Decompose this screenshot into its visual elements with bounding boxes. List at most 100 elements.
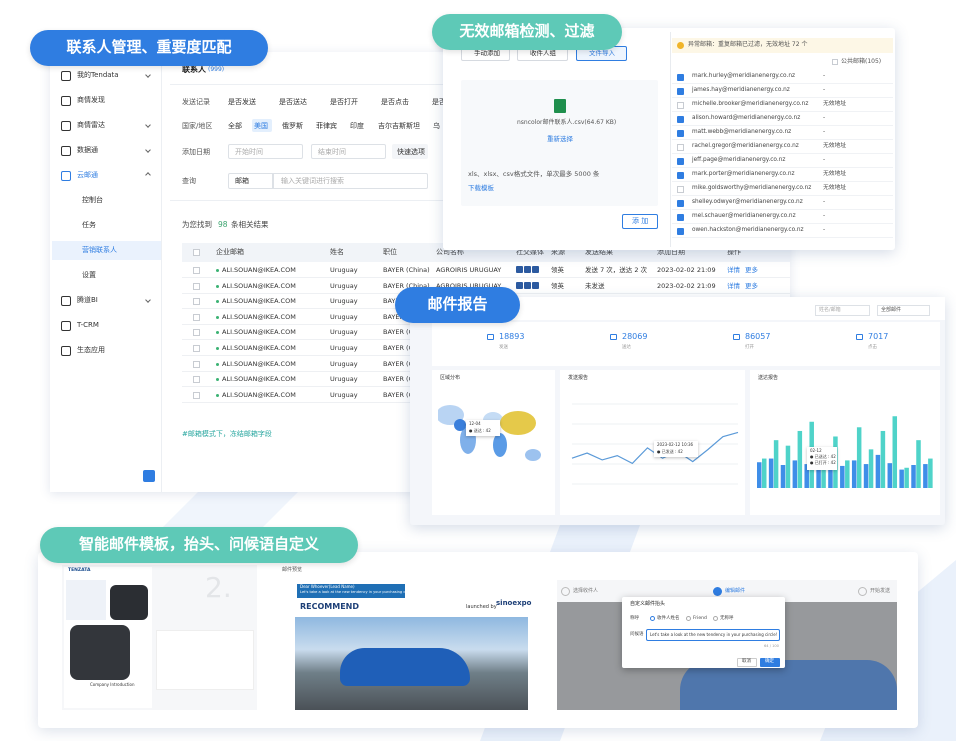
- list-status: 无效地址: [823, 143, 847, 149]
- row-action[interactable]: 更多: [745, 266, 758, 274]
- list-checkbox[interactable]: [677, 116, 684, 123]
- row-action[interactable]: 详情: [727, 266, 740, 274]
- menu-item[interactable]: 控制台: [82, 196, 103, 204]
- bar: [797, 430, 803, 488]
- ok-label[interactable]: 确定: [765, 659, 774, 664]
- row-checkbox[interactable]: [193, 329, 200, 337]
- social-icon[interactable]: [516, 281, 523, 289]
- menu-item[interactable]: 生态应用: [77, 346, 105, 354]
- row-checkbox[interactable]: [193, 360, 200, 368]
- filter-option[interactable]: 开始时间: [235, 148, 263, 156]
- radio[interactable]: [713, 616, 718, 621]
- list-checkbox[interactable]: [677, 228, 684, 235]
- import-tab-label[interactable]: 手动添加: [474, 49, 500, 57]
- list-checkbox[interactable]: [677, 158, 684, 165]
- search-input[interactable]: [273, 173, 428, 189]
- salutation-option[interactable]: 无称呼: [720, 616, 734, 621]
- row-checkbox[interactable]: [193, 298, 200, 306]
- filter-option[interactable]: 俄罗斯: [282, 122, 303, 130]
- line-tip-value: ● 已发送 : 42: [657, 449, 683, 454]
- result-text: 为您找到: [182, 220, 212, 229]
- row-checkbox[interactable]: [193, 282, 200, 290]
- menu-item[interactable]: 商情雷达: [77, 121, 105, 129]
- map-tip-value: ● 送达 : 42: [469, 428, 491, 433]
- filter-option[interactable]: 乌: [433, 122, 440, 130]
- cell-name: Uruguay: [330, 344, 358, 352]
- filter-option[interactable]: 全部: [228, 122, 242, 130]
- row-action[interactable]: 详情: [727, 281, 740, 290]
- filter-option[interactable]: 印度: [350, 122, 364, 130]
- filter-option[interactable]: 结束时间: [318, 148, 346, 156]
- list-checkbox[interactable]: [677, 186, 684, 193]
- menu-item[interactable]: 营销联系人: [82, 246, 117, 254]
- filter-option[interactable]: 邮箱: [235, 177, 249, 185]
- social-icon[interactable]: [524, 281, 531, 289]
- header-checkbox: [193, 249, 200, 256]
- radio[interactable]: [686, 616, 691, 621]
- excel-icon: [554, 99, 566, 113]
- social-icon[interactable]: [516, 266, 523, 273]
- list-checkbox[interactable]: [677, 74, 684, 81]
- row-checkbox[interactable]: [193, 345, 200, 352]
- public-checkbox[interactable]: [832, 59, 838, 65]
- menu-item[interactable]: 腾道BI: [77, 296, 98, 304]
- filter-box[interactable]: [877, 305, 930, 316]
- import-tab-label[interactable]: 收件人组: [530, 49, 556, 57]
- menu-item[interactable]: 设置: [82, 271, 96, 279]
- cell-source: 领英: [551, 281, 564, 290]
- row-action[interactable]: 更多: [745, 281, 758, 290]
- filter-option[interactable]: 菲律宾: [316, 122, 337, 130]
- filter-option[interactable]: 美国: [254, 122, 268, 130]
- menu-item[interactable]: 任务: [82, 221, 96, 229]
- filter-option[interactable]: 输入关键词进行搜索: [281, 177, 344, 185]
- row-checkbox[interactable]: [193, 376, 200, 384]
- social-icon[interactable]: [532, 281, 539, 289]
- list-checkbox[interactable]: [677, 102, 684, 109]
- filter-option[interactable]: 是否打开: [330, 98, 358, 106]
- radio[interactable]: [650, 616, 655, 621]
- row-checkbox[interactable]: [193, 391, 200, 399]
- reselect-link[interactable]: 重新选择: [547, 135, 573, 143]
- card-title: 区域分布: [440, 375, 461, 381]
- select-box[interactable]: [228, 173, 273, 189]
- list-checkbox[interactable]: [677, 88, 684, 95]
- list-checkbox[interactable]: [677, 172, 684, 179]
- list-checkbox[interactable]: [677, 200, 684, 207]
- add-button-label[interactable]: 添 加: [632, 217, 649, 225]
- add-button[interactable]: [622, 214, 658, 229]
- collapse-button[interactable]: [143, 470, 155, 482]
- greeting-input[interactable]: [646, 629, 780, 641]
- list-checkbox[interactable]: [677, 144, 684, 151]
- filter-option[interactable]: 是否送达: [279, 98, 307, 106]
- feature-badge-label: 邮件报告: [427, 295, 488, 313]
- menu-item[interactable]: T-CRM: [77, 321, 99, 329]
- menu-item[interactable]: 我的Tendata: [77, 71, 119, 79]
- list-checkbox[interactable]: [677, 214, 684, 221]
- quick-button[interactable]: [392, 144, 428, 159]
- cancel-button[interactable]: [737, 658, 757, 667]
- social-icon[interactable]: [524, 266, 531, 273]
- menu-item[interactable]: 数据通: [77, 146, 98, 154]
- salutation-option[interactable]: 收件人姓名: [657, 616, 680, 621]
- filter-option[interactable]: 是否发送: [228, 98, 256, 106]
- salutation-option[interactable]: Friend: [693, 616, 707, 621]
- filter-option[interactable]: 吉尔吉斯斯坦: [378, 122, 420, 130]
- import-tab-label[interactable]: 文件导入: [589, 49, 615, 57]
- list-email: jeff.page@meridianenergy.co.nz: [692, 157, 786, 163]
- row-checkbox[interactable]: [193, 267, 200, 274]
- search-box[interactable]: [815, 305, 870, 316]
- ok-button[interactable]: [760, 658, 780, 667]
- filter-option[interactable]: 是否点击: [381, 98, 409, 106]
- download-link[interactable]: 下载模板: [468, 184, 494, 192]
- cancel-label[interactable]: 取消: [742, 659, 751, 664]
- email-dear: Dear Whoever(Lead Name): [300, 584, 355, 589]
- menu-item[interactable]: 云邮通: [77, 171, 98, 179]
- list-checkbox[interactable]: [677, 130, 684, 137]
- filter-option[interactable]: 是否: [432, 98, 446, 106]
- social-icon[interactable]: [532, 266, 539, 273]
- filter-option[interactable]: 快速选项: [397, 148, 425, 156]
- row-checkbox[interactable]: [193, 313, 200, 321]
- hero-block: [66, 580, 106, 620]
- menu-item[interactable]: 商情发现: [77, 96, 105, 104]
